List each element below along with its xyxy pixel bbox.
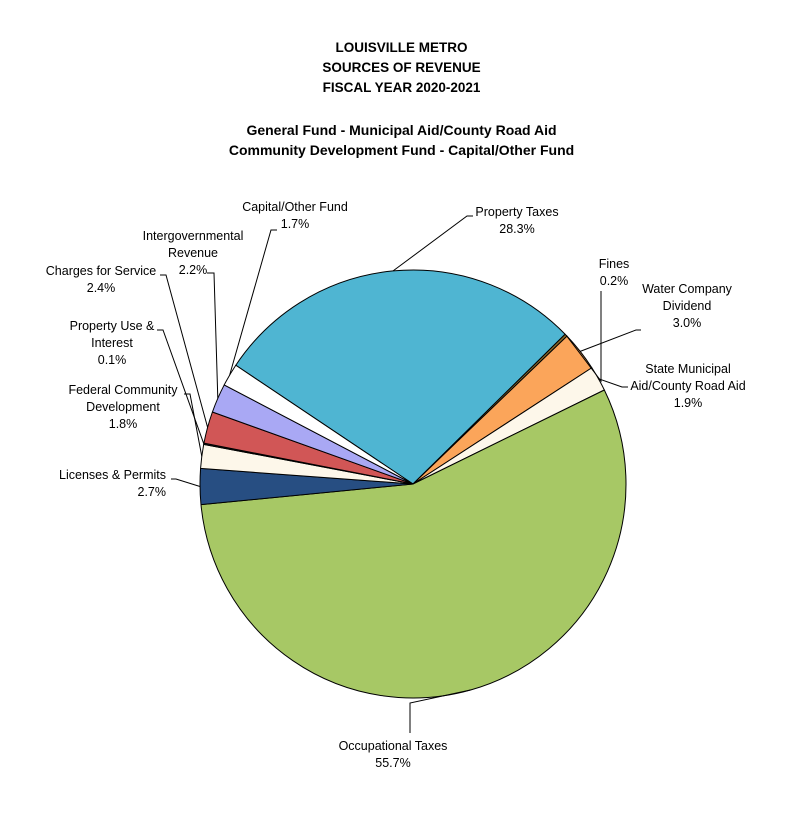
slice-name-intergovernmental-revenue: Revenue <box>168 246 218 260</box>
slice-value-water-company-dividend: 3.0% <box>673 316 702 330</box>
slice-name-state-municipal-aid: State Municipal <box>645 362 730 376</box>
leader-line-capital-other-fund <box>229 229 277 376</box>
slice-label-property-taxes: Property Taxes 28.3% <box>475 205 558 236</box>
slice-label-fines: Fines 0.2% <box>599 257 630 288</box>
slice-value-fines: 0.2% <box>600 274 629 288</box>
slice-value-federal-community-development: 1.8% <box>109 417 138 431</box>
slice-label-intergovernmental-revenue: Intergovernmental Revenue 2.2% <box>143 229 244 277</box>
slice-name-charges-for-service: Charges for Service <box>46 264 157 278</box>
slice-name-property-use-interest: Interest <box>91 336 133 350</box>
slice-name-federal-community-development: Development <box>86 400 160 414</box>
slice-name-occupational-taxes: Occupational Taxes <box>339 739 448 753</box>
pie-slice-capital-other-fund <box>223 364 414 485</box>
slice-labels: Property Taxes 28.3% Fines 0.2% Water Compan… <box>46 200 746 770</box>
slice-name-state-municipal-aid: Aid/County Road Aid <box>630 379 745 393</box>
leader-line-state-municipal-aid <box>598 378 628 388</box>
slice-value-property-use-interest: 0.1% <box>98 353 127 367</box>
slice-value-state-municipal-aid: 1.9% <box>674 396 703 410</box>
slice-name-water-company-dividend: Water Company <box>642 282 733 296</box>
leader-line-federal-community-development <box>184 393 203 457</box>
slice-name-water-company-dividend: Dividend <box>663 299 712 313</box>
leader-line-water-company-dividend <box>580 329 641 352</box>
chart-subtitle-line-1: General Fund - Municipal Aid/County Road… <box>246 122 557 138</box>
leader-line-fines <box>565 291 602 383</box>
leader-line-licenses-permits <box>171 478 201 487</box>
slice-label-capital-other-fund: Capital/Other Fund 1.7% <box>242 200 348 231</box>
chart-title-line-3: FISCAL YEAR 2020-2021 <box>322 80 481 95</box>
leader-line-property-taxes <box>392 215 473 272</box>
slice-name-intergovernmental-revenue: Intergovernmental <box>143 229 244 243</box>
slice-value-licenses-permits: 2.7% <box>138 485 167 499</box>
leader-line-charges-for-service <box>160 274 209 428</box>
slice-value-property-taxes: 28.3% <box>499 222 534 236</box>
leader-lines <box>157 215 641 733</box>
slice-name-property-use-interest: Property Use & <box>70 319 155 333</box>
leader-line-property-use-interest <box>157 329 205 444</box>
pie-slice-property-taxes <box>235 269 566 485</box>
slice-label-property-use-interest: Property Use & Interest 0.1% <box>70 319 155 367</box>
slice-label-federal-community-development: Federal Community Development 1.8% <box>68 383 178 431</box>
slice-label-charges-for-service: Charges for Service 2.4% <box>46 264 157 295</box>
slice-label-state-municipal-aid: State Municipal Aid/County Road Aid 1.9% <box>630 362 745 410</box>
slice-label-water-company-dividend: Water Company Dividend 3.0% <box>642 282 733 330</box>
slice-value-charges-for-service: 2.4% <box>87 281 116 295</box>
slice-value-capital-other-fund: 1.7% <box>281 217 310 231</box>
slice-name-capital-other-fund: Capital/Other Fund <box>242 200 348 214</box>
chart-title-line-1: LOUISVILLE METRO <box>335 40 468 55</box>
slice-label-licenses-permits: Licenses & Permits 2.7% <box>59 468 166 499</box>
slice-value-occupational-taxes: 55.7% <box>375 756 410 770</box>
slice-value-intergovernmental-revenue: 2.2% <box>179 263 208 277</box>
chart-subtitle-line-2: Community Development Fund - Capital/Oth… <box>228 142 575 158</box>
slice-name-fines: Fines <box>599 257 630 271</box>
chart-title-line-2: SOURCES OF REVENUE <box>322 60 481 75</box>
slice-name-licenses-permits: Licenses & Permits <box>59 468 166 482</box>
chart-header: LOUISVILLE METRO SOURCES OF REVENUE FISC… <box>0 38 803 160</box>
leader-line-occupational-taxes <box>409 689 472 733</box>
slice-name-federal-community-development: Federal Community <box>68 383 178 397</box>
pie-slices <box>199 269 627 699</box>
slice-name-property-taxes: Property Taxes <box>475 205 558 219</box>
leader-line-intergovernmental-revenue <box>207 272 219 399</box>
slice-label-occupational-taxes: Occupational Taxes 55.7% <box>339 739 448 770</box>
